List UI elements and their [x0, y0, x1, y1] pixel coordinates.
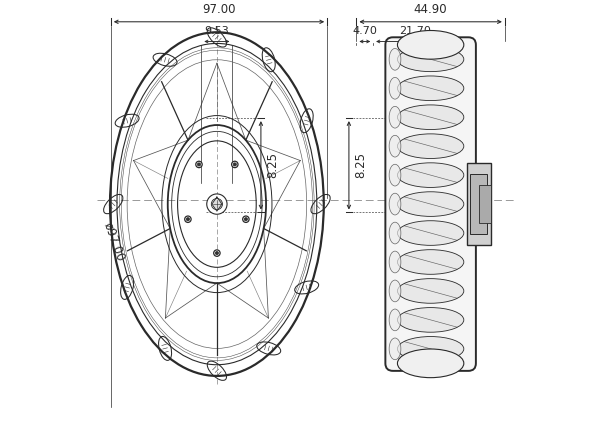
Ellipse shape — [397, 163, 464, 187]
Text: 97.00: 97.00 — [202, 3, 236, 16]
FancyBboxPatch shape — [479, 185, 491, 223]
Ellipse shape — [389, 49, 401, 70]
Ellipse shape — [397, 337, 464, 361]
Ellipse shape — [397, 47, 464, 72]
Ellipse shape — [389, 222, 401, 244]
Ellipse shape — [389, 280, 401, 302]
Circle shape — [197, 163, 201, 166]
Text: ø97.00: ø97.00 — [101, 220, 127, 263]
Ellipse shape — [389, 338, 401, 360]
Ellipse shape — [389, 193, 401, 215]
Text: 44.90: 44.90 — [414, 3, 448, 16]
Ellipse shape — [397, 192, 464, 216]
Circle shape — [231, 161, 238, 168]
FancyBboxPatch shape — [470, 174, 488, 234]
Ellipse shape — [397, 349, 464, 378]
FancyBboxPatch shape — [386, 37, 476, 371]
Ellipse shape — [389, 309, 401, 331]
Circle shape — [216, 252, 219, 255]
Text: 9.53: 9.53 — [204, 27, 229, 36]
Circle shape — [207, 194, 227, 214]
Circle shape — [185, 216, 191, 222]
Ellipse shape — [397, 30, 464, 59]
Ellipse shape — [389, 251, 401, 273]
Ellipse shape — [389, 135, 401, 157]
Ellipse shape — [389, 77, 401, 99]
Circle shape — [244, 218, 247, 221]
Circle shape — [196, 161, 202, 168]
Ellipse shape — [389, 164, 401, 186]
Ellipse shape — [397, 221, 464, 245]
Circle shape — [186, 218, 190, 221]
Circle shape — [214, 250, 220, 256]
Circle shape — [211, 198, 222, 210]
Circle shape — [243, 216, 249, 222]
Text: 8.25: 8.25 — [266, 152, 279, 179]
Ellipse shape — [397, 308, 464, 332]
Circle shape — [233, 163, 236, 166]
Text: 21.70: 21.70 — [399, 27, 431, 36]
FancyBboxPatch shape — [467, 162, 491, 246]
Text: 4.70: 4.70 — [352, 27, 377, 36]
Ellipse shape — [397, 134, 464, 159]
Ellipse shape — [397, 76, 464, 100]
Text: 8.25: 8.25 — [354, 152, 367, 179]
Ellipse shape — [389, 106, 401, 128]
Ellipse shape — [397, 279, 464, 303]
Ellipse shape — [397, 105, 464, 130]
Ellipse shape — [397, 250, 464, 274]
